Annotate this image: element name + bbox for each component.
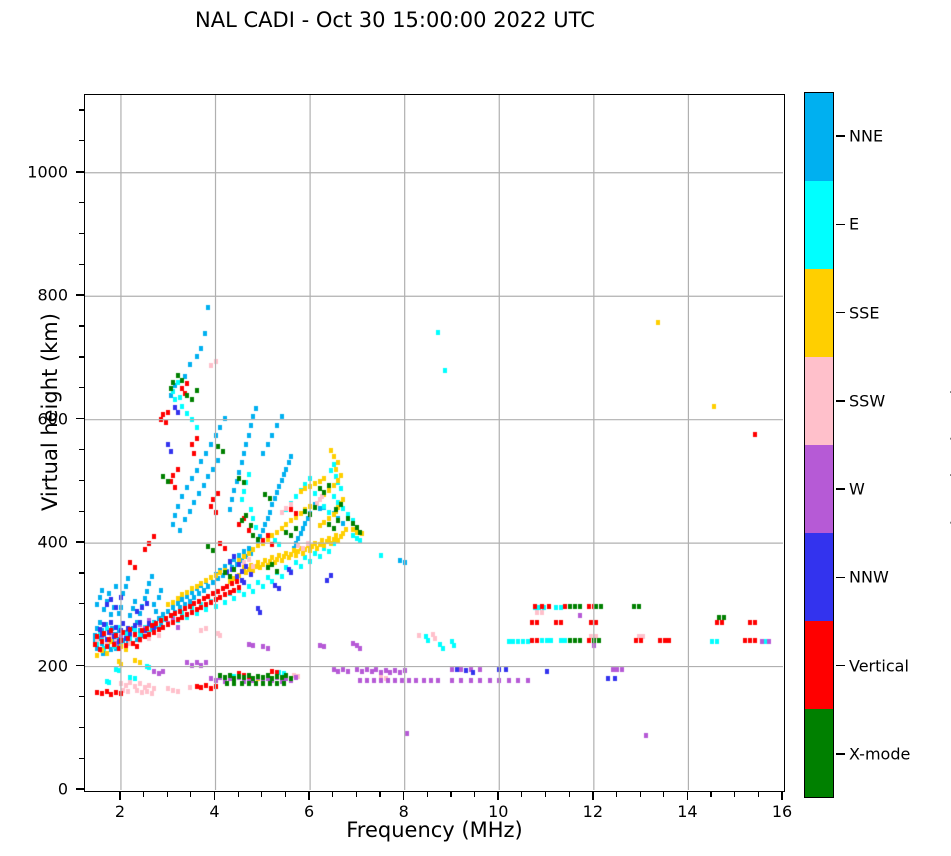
- colorbar-tick: [836, 664, 845, 667]
- x-minor-tick: [474, 792, 476, 797]
- x-minor-tick: [261, 792, 263, 797]
- colorbar-tick: [836, 576, 845, 579]
- colorbar-label-nnw: NNW: [849, 567, 889, 587]
- y-minor-tick: [79, 695, 84, 697]
- x-tick-label: 6: [304, 802, 315, 821]
- colorbar-tick: [836, 223, 845, 226]
- colorbar-label-ssw: SSW: [849, 391, 886, 411]
- x-minor-tick: [166, 792, 168, 797]
- y-tick-mark: [76, 541, 84, 543]
- x-tick-mark: [497, 792, 500, 800]
- x-minor-tick: [450, 792, 452, 797]
- colorbar-tick: [836, 311, 845, 314]
- colorbar-label-vertical: Vertical: [849, 656, 909, 676]
- x-tick-label: 10: [488, 802, 509, 821]
- x-minor-tick: [379, 792, 381, 797]
- colorbar-tick: [836, 488, 845, 490]
- page-title: NAL CADI - Oct 30 15:00:00 2022 UTC: [195, 8, 595, 32]
- y-minor-tick: [79, 140, 84, 142]
- y-tick-mark: [76, 170, 84, 173]
- colorbar-segment-nnw: [805, 533, 833, 621]
- y-minor-tick: [79, 232, 84, 235]
- y-minor-tick: [79, 263, 84, 265]
- x-axis-label: Frequency (MHz): [346, 818, 523, 842]
- colorbar-label-nne: NNE: [849, 126, 884, 146]
- y-tick-label: 1000: [27, 162, 68, 182]
- colorbar-segment-e: [805, 181, 833, 269]
- x-minor-tick: [615, 792, 618, 797]
- y-minor-tick: [79, 634, 84, 636]
- x-minor-tick: [237, 792, 239, 797]
- x-tick-label: 2: [114, 802, 126, 821]
- colorbar-segment-nne: [805, 93, 833, 181]
- x-minor-tick: [521, 792, 523, 797]
- x-tick-label: 12: [582, 802, 603, 821]
- x-minor-tick: [332, 792, 334, 797]
- colorbar-label-x-mode: X-mode: [849, 744, 911, 764]
- colorbar-segment-w: [805, 445, 833, 533]
- x-minor-tick: [190, 792, 192, 797]
- colorbar-label-e: E: [849, 214, 860, 234]
- x-tick-label: 8: [398, 802, 409, 821]
- colorbar-segment-x-mode: [805, 709, 833, 797]
- y-tick-label: 0: [57, 779, 68, 799]
- y-tick-mark: [76, 417, 84, 420]
- x-minor-tick: [757, 792, 759, 797]
- y-minor-tick: [79, 202, 84, 204]
- colorbar: [804, 92, 834, 798]
- x-minor-tick: [142, 792, 145, 797]
- x-minor-tick: [568, 792, 570, 797]
- x-tick-label: 14: [677, 802, 698, 821]
- y-tick-label: 400: [37, 532, 68, 552]
- y-minor-tick: [79, 356, 84, 358]
- y-minor-tick: [79, 757, 84, 759]
- plot-area: [84, 94, 785, 792]
- colorbar-tick: [836, 753, 845, 755]
- y-tick-label: 800: [37, 285, 68, 305]
- y-tick-label: 200: [37, 656, 68, 676]
- colorbar-label-w: W: [849, 479, 865, 499]
- colorbar-segment-ssw: [805, 357, 833, 445]
- y-tick-mark: [76, 664, 84, 667]
- y-minor-tick: [79, 448, 84, 451]
- y-minor-tick: [79, 603, 84, 605]
- x-minor-tick: [284, 792, 287, 797]
- x-minor-tick: [426, 792, 428, 797]
- colorbar-segment-sse: [805, 269, 833, 357]
- y-tick-mark: [76, 294, 84, 296]
- x-minor-tick: [663, 792, 665, 797]
- y-axis-label: Virtual height (km): [38, 313, 62, 511]
- y-minor-tick: [79, 726, 84, 728]
- colorbar-label-sse: SSE: [849, 303, 880, 323]
- x-tick-mark: [592, 792, 594, 800]
- x-minor-tick: [544, 792, 547, 797]
- ionogram-scatter-canvas: [85, 95, 783, 790]
- x-tick-mark: [686, 792, 689, 800]
- colorbar-tick: [836, 400, 845, 402]
- y-tick-mark: [76, 788, 84, 790]
- x-tick-mark: [781, 792, 783, 800]
- y-minor-tick: [79, 387, 84, 389]
- x-tick-mark: [308, 792, 310, 800]
- x-tick-label: 16: [771, 802, 793, 821]
- y-minor-tick: [79, 572, 84, 574]
- y-minor-tick: [79, 510, 84, 512]
- x-minor-tick: [710, 792, 712, 797]
- x-minor-tick: [639, 792, 641, 797]
- x-tick-label: 4: [209, 802, 220, 821]
- x-minor-tick: [734, 792, 736, 797]
- x-tick-mark: [213, 792, 216, 800]
- colorbar-tick: [836, 135, 845, 137]
- x-minor-tick: [355, 792, 357, 797]
- y-minor-tick: [79, 325, 84, 327]
- x-tick-mark: [402, 792, 405, 800]
- y-minor-tick: [79, 109, 84, 111]
- y-minor-tick: [79, 479, 84, 481]
- x-tick-mark: [119, 792, 121, 800]
- colorbar-segment-vertical: [805, 621, 833, 709]
- y-tick-label: 600: [37, 409, 68, 429]
